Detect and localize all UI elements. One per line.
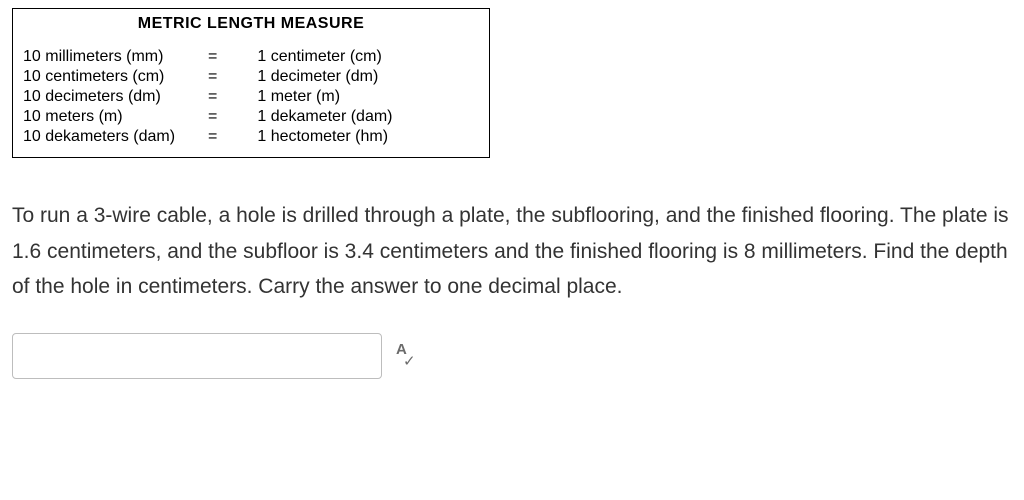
metric-table-title: METRIC LENGTH MEASURE bbox=[23, 15, 479, 33]
equals-sign: = bbox=[208, 87, 257, 107]
equals-sign: = bbox=[208, 47, 257, 67]
question-text: To run a 3-wire cable, a hole is drilled… bbox=[12, 198, 1012, 305]
table-row: 10 decimeters (dm) = 1 meter (m) bbox=[23, 87, 393, 107]
table-row: 10 dekameters (dam) = 1 hectometer (hm) bbox=[23, 127, 393, 147]
spellcheck-icon[interactable]: A ✓ bbox=[396, 345, 418, 367]
conversion-right: 1 decimeter (dm) bbox=[257, 67, 392, 87]
answer-input[interactable] bbox=[12, 333, 382, 379]
table-row: 10 meters (m) = 1 dekameter (dam) bbox=[23, 107, 393, 127]
conversion-left: 10 decimeters (dm) bbox=[23, 87, 208, 107]
conversion-right: 1 centimeter (cm) bbox=[257, 47, 392, 67]
conversion-right: 1 dekameter (dam) bbox=[257, 107, 392, 127]
equals-sign: = bbox=[208, 107, 257, 127]
conversion-right: 1 hectometer (hm) bbox=[257, 127, 392, 147]
metric-length-table-box: METRIC LENGTH MEASURE 10 millimeters (mm… bbox=[12, 8, 490, 158]
table-row: 10 centimeters (cm) = 1 decimeter (dm) bbox=[23, 67, 393, 87]
conversion-left: 10 dekameters (dam) bbox=[23, 127, 208, 147]
conversion-left: 10 millimeters (mm) bbox=[23, 47, 208, 67]
table-row: 10 millimeters (mm) = 1 centimeter (cm) bbox=[23, 47, 393, 67]
conversion-right: 1 meter (m) bbox=[257, 87, 392, 107]
answer-row: A ✓ bbox=[12, 333, 1012, 379]
conversion-left: 10 centimeters (cm) bbox=[23, 67, 208, 87]
conversion-left: 10 meters (m) bbox=[23, 107, 208, 127]
check-icon: ✓ bbox=[403, 352, 416, 370]
equals-sign: = bbox=[208, 127, 257, 147]
metric-conversion-table: 10 millimeters (mm) = 1 centimeter (cm) … bbox=[23, 47, 393, 147]
equals-sign: = bbox=[208, 67, 257, 87]
